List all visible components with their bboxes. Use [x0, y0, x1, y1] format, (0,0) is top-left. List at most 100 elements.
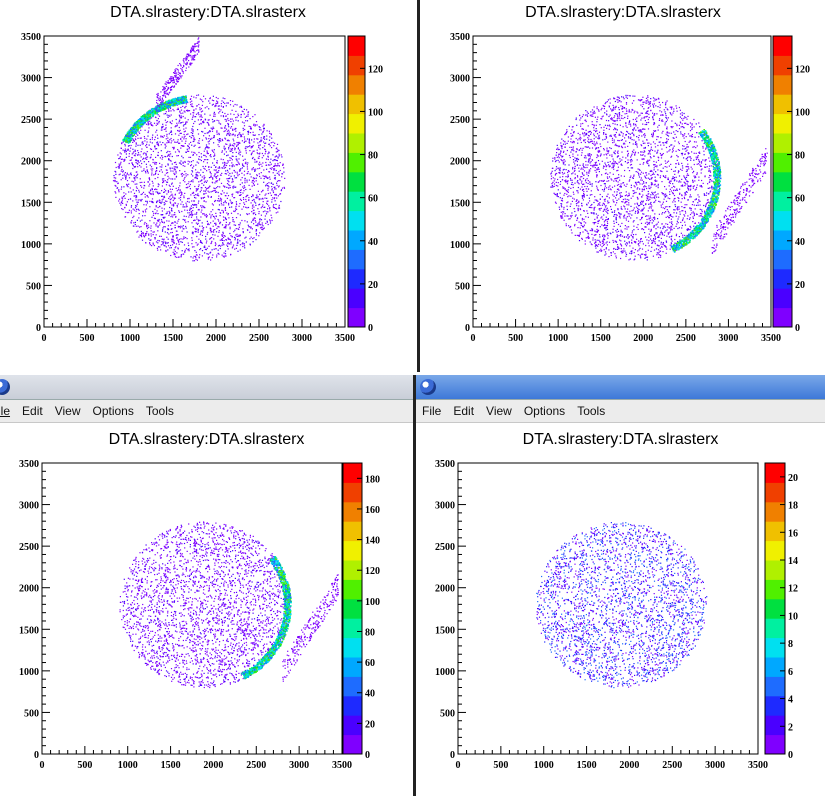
y-tick-label: 2500	[435, 542, 455, 553]
menubar-bottom-left: ile Edit View Options Tools	[0, 400, 413, 423]
z-tick-label: 0	[788, 750, 793, 761]
z-tick-label: 100	[365, 597, 380, 608]
y-tick-label: 3000	[435, 501, 455, 512]
window-titlebar-bottom-left[interactable]	[0, 375, 413, 400]
plot-title: DTA.slrastery:DTA.slrasterx	[421, 4, 825, 22]
x-tick-label: 3000	[292, 333, 312, 344]
x-tick-label: 2500	[676, 333, 696, 344]
z-tick-label: 120	[368, 64, 383, 75]
plot-title: DTA.slrastery:DTA.slrasterx	[0, 4, 416, 22]
z-tick-label: 120	[795, 64, 810, 75]
z-tick-label: 14	[788, 556, 798, 567]
plot-frame	[458, 463, 758, 754]
plot-title: DTA.slrastery:DTA.slrasterx	[0, 431, 413, 449]
z-tick-label: 16	[788, 528, 798, 539]
x-tick-label: 500	[508, 333, 523, 344]
x-tick-label: 1000	[120, 333, 140, 344]
z-tick-label: 80	[365, 627, 375, 638]
menubar-bottom-right: File Edit View Options Tools	[416, 400, 825, 423]
canvas-window-top-left: DTA.slrastery:DTA.slrasterx 0 500 1000 1500…	[0, 0, 416, 372]
menu-edit[interactable]: Edit	[453, 400, 474, 422]
z-tick-label: 18	[788, 501, 798, 512]
y-tick-label: 2000	[21, 157, 41, 168]
y-tick-label: 1000	[19, 667, 39, 678]
menu-view[interactable]: View	[486, 400, 512, 422]
z-tick-label: 160	[365, 505, 380, 516]
y-tick-label: 1500	[19, 625, 39, 636]
z-tick-label: 0	[795, 323, 800, 334]
z-tick-label: 10	[788, 611, 798, 622]
y-tick-label: 500	[455, 281, 470, 292]
z-tick-label: 20	[795, 280, 805, 291]
y-tick-label: 3500	[19, 459, 39, 470]
root-app-icon	[0, 379, 10, 395]
menu-file[interactable]: ile	[0, 400, 10, 422]
x-tick-label: 2000	[206, 333, 226, 344]
x-tick-label: 3500	[332, 760, 352, 771]
window-titlebar-bottom-right[interactable]	[416, 375, 825, 400]
y-tick-label: 2500	[19, 542, 39, 553]
menu-options[interactable]: Options	[524, 400, 565, 422]
y-tick-label: 3000	[19, 501, 39, 512]
x-tick-label: 0	[456, 760, 461, 771]
x-tick-label: 0	[40, 760, 45, 771]
z-tick-label: 60	[795, 194, 805, 205]
root-app-icon	[420, 379, 436, 395]
x-tick-label: 1500	[163, 333, 183, 344]
x-tick-label: 2500	[249, 333, 269, 344]
y-tick-label: 500	[24, 708, 39, 719]
z-tick-label: 12	[788, 584, 798, 595]
menu-edit[interactable]: Edit	[22, 400, 43, 422]
z-tick-label: 40	[365, 689, 375, 700]
z-tick-label: 80	[795, 151, 805, 162]
z-tick-label: 8	[788, 639, 793, 650]
menu-tools[interactable]: Tools	[577, 400, 605, 422]
x-tick-label: 3500	[748, 760, 768, 771]
plot-frame	[44, 36, 345, 327]
x-tick-label: 3000	[705, 760, 725, 771]
menu-options[interactable]: Options	[93, 400, 134, 422]
z-tick-label: 140	[365, 536, 380, 547]
menu-tools[interactable]: Tools	[146, 400, 174, 422]
y-tick-label: 0	[36, 323, 41, 334]
x-tick-label: 2000	[203, 760, 223, 771]
x-tick-label: 1500	[161, 760, 181, 771]
y-tick-label: 0	[465, 323, 470, 334]
z-tick-label: 20	[365, 719, 375, 730]
z-tick-label: 20	[788, 473, 798, 484]
scatter-points	[550, 95, 768, 261]
y-tick-label: 0	[450, 750, 455, 761]
z-tick-label: 20	[368, 280, 378, 291]
z-tick-label: 0	[368, 323, 373, 334]
menu-view[interactable]: View	[55, 400, 81, 422]
y-tick-label: 500	[26, 281, 41, 292]
menu-file[interactable]: File	[422, 400, 441, 422]
x-tick-label: 3000	[718, 333, 738, 344]
y-tick-label: 2000	[435, 584, 455, 595]
y-tick-label: 0	[34, 750, 39, 761]
x-tick-label: 1000	[548, 333, 568, 344]
z-tick-label: 2	[788, 722, 793, 733]
x-tick-label: 2000	[619, 760, 639, 771]
y-tick-label: 1500	[435, 625, 455, 636]
x-tick-label: 3000	[289, 760, 309, 771]
x-tick-label: 1000	[534, 760, 554, 771]
scatter-points	[536, 522, 707, 688]
y-tick-label: 1000	[435, 667, 455, 678]
x-tick-label: 1500	[591, 333, 611, 344]
x-tick-label: 2000	[633, 333, 653, 344]
z-tick-label: 120	[365, 566, 380, 577]
z-tick-label: 40	[368, 237, 378, 248]
y-tick-label: 3500	[435, 459, 455, 470]
x-tick-label: 500	[80, 333, 95, 344]
vertical-separator-top	[417, 0, 420, 372]
y-tick-label: 500	[440, 708, 455, 719]
color-scale-bar	[343, 463, 362, 755]
x-tick-label: 2500	[246, 760, 266, 771]
